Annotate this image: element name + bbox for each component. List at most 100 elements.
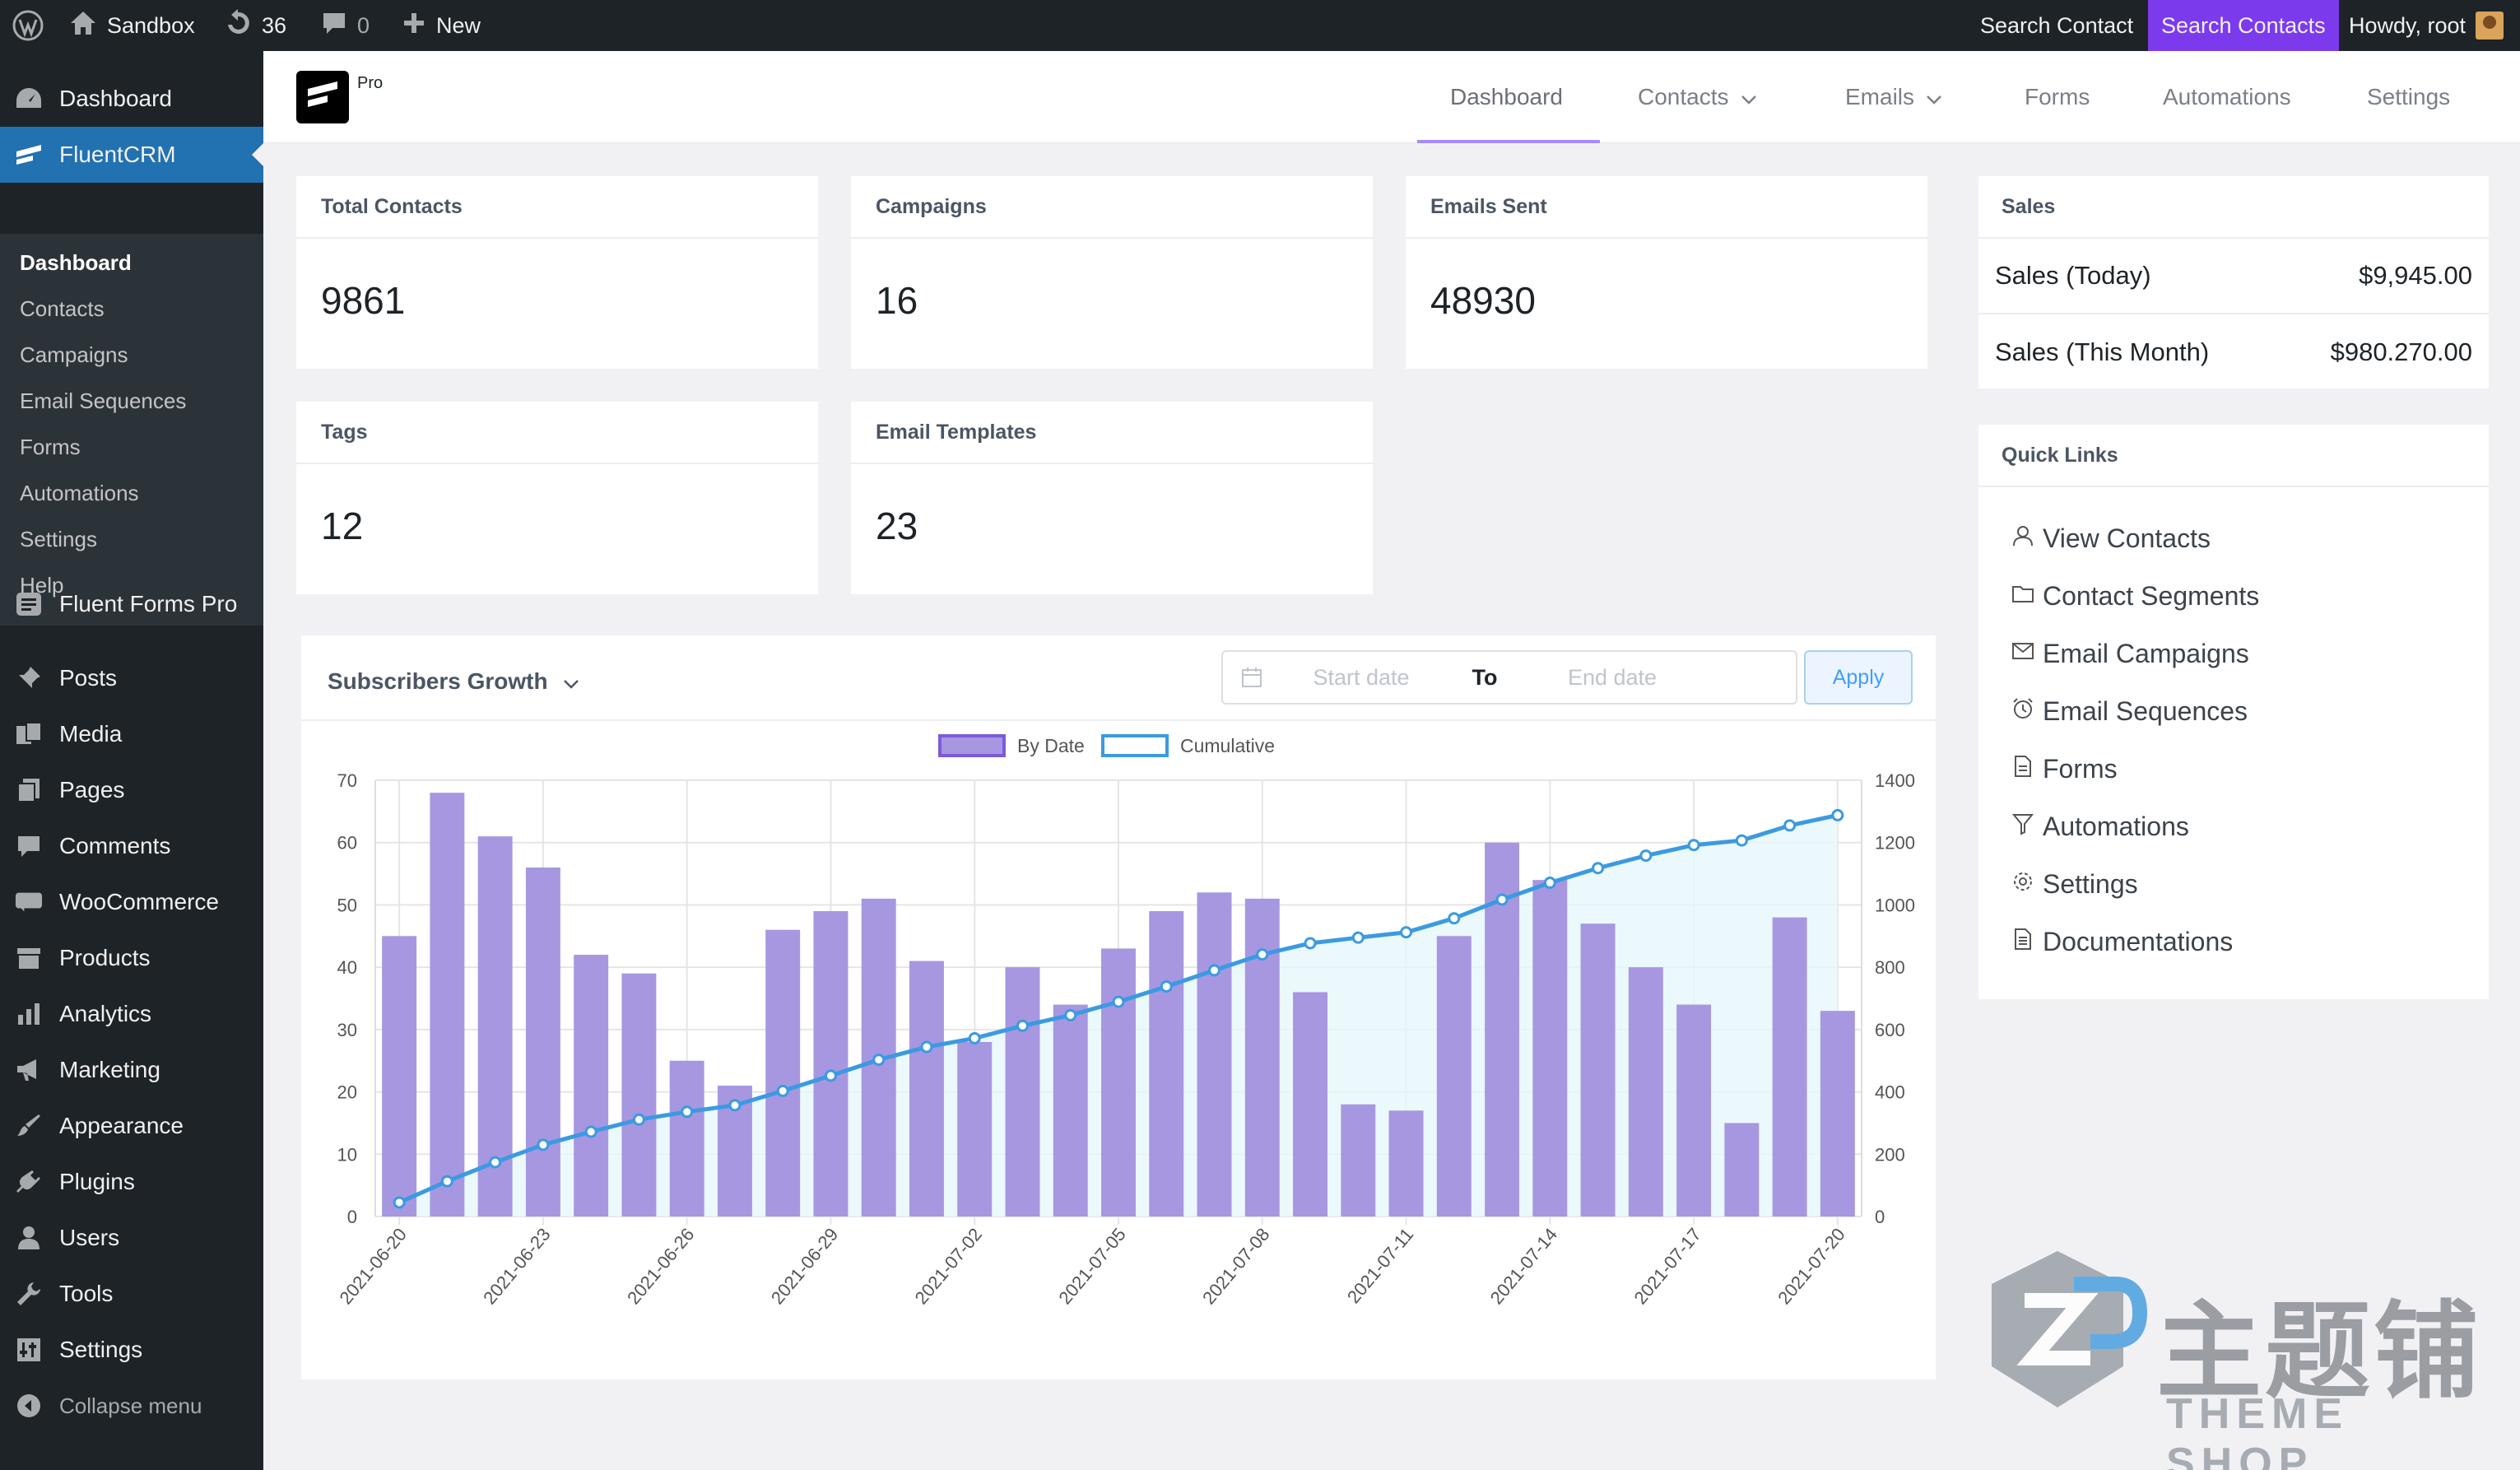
email-templates-card[interactable]: Email Templates 23 <box>851 402 1373 594</box>
gear-icon <box>2011 869 2034 900</box>
menu-label: Comments <box>59 833 171 858</box>
quick-link-documentations[interactable]: Documentations <box>2011 927 2233 957</box>
menu-label: Pages <box>59 777 125 802</box>
fluentcrm-top-nav: Pro Dashboard Contacts Emails Forms Auto… <box>263 51 2520 143</box>
tags-card[interactable]: Tags 12 <box>296 402 818 594</box>
cumulative-point <box>1208 964 1221 977</box>
submenu-settings[interactable]: Settings <box>20 527 97 551</box>
site-name: Sandbox <box>107 12 195 38</box>
quick-link-email-campaigns[interactable]: Email Campaigns <box>2011 639 2249 669</box>
x-tick-label: 2021-07-11 <box>1343 1224 1417 1307</box>
tab-automations[interactable]: Automations <box>2163 51 2291 143</box>
collapse-menu-button[interactable]: Collapse menu <box>0 1378 263 1434</box>
tab-contacts[interactable]: Contacts <box>1638 51 1757 143</box>
submenu-automations[interactable]: Automations <box>20 481 139 505</box>
apply-button[interactable]: Apply <box>1804 650 1913 705</box>
new-content-link[interactable]: New <box>402 0 481 51</box>
active-tab-indicator <box>1417 140 1600 143</box>
card-value: 16 <box>876 279 918 322</box>
fluentcrm-logo-icon <box>296 71 349 123</box>
bar-by-date <box>1149 911 1184 1216</box>
menu-pages[interactable]: Pages <box>0 762 263 818</box>
quick-link-view-contacts[interactable]: View Contacts <box>2011 523 2211 554</box>
menu-fluentcrm[interactable]: FluentCRM <box>0 127 263 183</box>
menu-dashboard[interactable]: Dashboard <box>0 71 263 127</box>
menu-media[interactable]: Media <box>0 706 263 762</box>
cumulative-point <box>1351 931 1365 944</box>
menu-products[interactable]: Products <box>0 930 263 986</box>
updates-link[interactable]: 36 <box>224 0 286 51</box>
pro-badge: Pro <box>357 74 384 92</box>
menu-users[interactable]: Users <box>0 1210 263 1266</box>
x-tick-label: 2021-07-08 <box>1198 1224 1273 1308</box>
quick-link-automations[interactable]: Automations <box>2011 812 2189 842</box>
submenu-email-sequences[interactable]: Email Sequences <box>20 388 187 413</box>
quick-link-forms[interactable]: Forms <box>2011 754 2118 784</box>
comments-link[interactable]: 0 <box>321 0 370 51</box>
wordpress-logo-icon[interactable] <box>12 0 44 51</box>
theme-shop-watermark: 主题铺 THEME SHOP <box>1975 1251 2502 1470</box>
menu-tools[interactable]: Tools <box>0 1266 263 1322</box>
menu-fluent-forms-pro[interactable]: Fluent Forms Pro <box>0 576 263 632</box>
menu-settings[interactable]: Settings <box>0 1322 263 1378</box>
cumulative-point <box>968 1031 981 1044</box>
plug-icon <box>15 1168 43 1196</box>
campaigns-card[interactable]: Campaigns 16 <box>851 176 1373 369</box>
envelope-icon <box>2011 639 2034 669</box>
menu-posts[interactable]: Posts <box>0 650 263 706</box>
search-contacts-button[interactable]: Search Contacts <box>2148 0 2339 51</box>
cumulative-point <box>681 1105 694 1119</box>
quick-link-email-sequences[interactable]: Email Sequences <box>2011 696 2248 727</box>
menu-label: Products <box>59 945 151 970</box>
collapse-label: Collapse menu <box>59 1393 202 1418</box>
card-value: 23 <box>876 505 918 547</box>
bar-by-date <box>1005 967 1040 1216</box>
quick-link-settings[interactable]: Settings <box>2011 869 2138 900</box>
bar-by-date <box>1676 1004 1712 1216</box>
y-right-tick-label: 600 <box>1875 1020 1905 1040</box>
bar-by-date <box>1293 992 1328 1216</box>
menu-appearance[interactable]: Appearance <box>0 1098 263 1154</box>
new-label: New <box>436 12 481 38</box>
quick-link-label: Documentations <box>2043 927 2234 956</box>
bar-by-date <box>382 936 417 1216</box>
media-icon <box>15 720 43 748</box>
menu-marketing[interactable]: Marketing <box>0 1042 263 1098</box>
date-range-picker[interactable]: To <box>1221 650 1797 705</box>
start-date-input[interactable] <box>1262 664 1460 691</box>
user-icon <box>15 1224 43 1252</box>
watermark-en-text: THEME SHOP <box>2166 1390 2349 1470</box>
tab-emails[interactable]: Emails <box>1845 51 1942 143</box>
sales-month-row: Sales (This Month) $980.270.00 <box>1978 314 2489 390</box>
bar-by-date <box>477 836 513 1216</box>
card-value: 9861 <box>321 279 406 322</box>
tab-forms[interactable]: Forms <box>2025 51 2090 143</box>
account-menu[interactable]: Howdy, root <box>2349 0 2504 51</box>
bar-by-date <box>574 955 609 1216</box>
emails-sent-card[interactable]: Emails Sent 48930 <box>1406 176 1927 369</box>
bar-by-date <box>1053 1004 1088 1216</box>
tab-settings[interactable]: Settings <box>2367 51 2450 143</box>
tab-dashboard[interactable]: Dashboard <box>1450 51 1563 143</box>
x-tick-label: 2021-06-29 <box>767 1224 842 1308</box>
menu-analytics[interactable]: Analytics <box>0 986 263 1042</box>
cumulative-point <box>537 1138 550 1151</box>
submenu-forms[interactable]: Forms <box>20 435 81 459</box>
submenu-dashboard[interactable]: Dashboard <box>20 250 132 275</box>
cumulative-point <box>1831 808 1844 821</box>
menu-plugins[interactable]: Plugins <box>0 1154 263 1210</box>
end-date-input[interactable] <box>1509 664 1715 691</box>
submenu-contacts[interactable]: Contacts <box>20 296 105 321</box>
submenu-campaigns[interactable]: Campaigns <box>20 342 128 367</box>
menu-woocommerce[interactable]: WooCommerce <box>0 874 263 930</box>
cumulative-point <box>1639 849 1653 863</box>
bar-by-date <box>1244 898 1280 1216</box>
x-tick-label: 2021-07-20 <box>1774 1224 1848 1308</box>
menu-comments[interactable]: Comments <box>0 818 263 874</box>
menu-label: FluentCRM <box>59 142 176 167</box>
quick-link-contact-segments[interactable]: Contact Segments <box>2011 581 2259 612</box>
total-contacts-card[interactable]: Total Contacts 9861 <box>296 176 818 369</box>
avatar <box>2476 12 2504 40</box>
subscribers-growth-dropdown[interactable]: Subscribers Growth <box>328 668 579 695</box>
site-name-link[interactable]: Sandbox <box>69 0 195 51</box>
